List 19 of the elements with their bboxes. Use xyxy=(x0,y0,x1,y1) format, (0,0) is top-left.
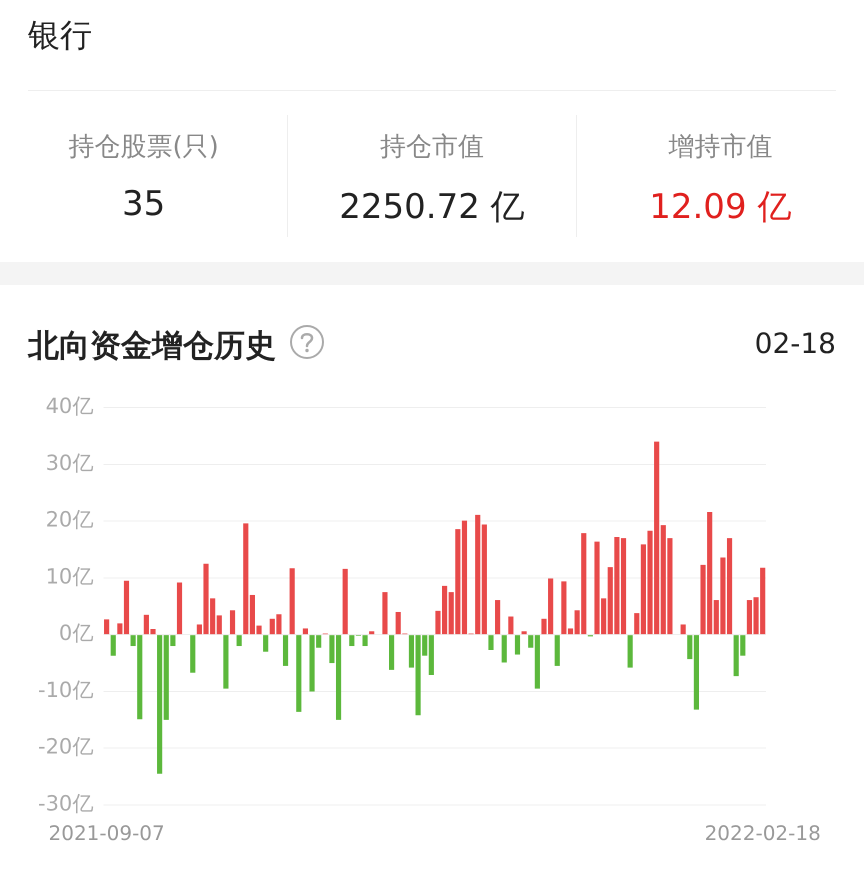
text: 银行 xyxy=(28,15,92,56)
x-tick-label: 2021-09-07 xyxy=(48,821,165,846)
y-tick-label: -10亿 xyxy=(38,678,94,702)
text: 持仓市值 xyxy=(378,131,485,164)
chart-title: 北向资金增仓历史 xyxy=(28,327,276,366)
y-tick-label: 0亿 xyxy=(58,621,94,646)
y-tick-label: 20亿 xyxy=(46,508,94,532)
text: 持仓股票(只) xyxy=(68,131,220,164)
y-tick-label: 40亿 xyxy=(46,394,94,418)
y-tick-label: -20亿 xyxy=(38,734,94,759)
y-tick-label: 10亿 xyxy=(46,564,94,588)
text: 12.09 亿 xyxy=(648,186,792,229)
y-tick-label: -30亿 xyxy=(38,791,94,816)
text: 02-18 xyxy=(754,327,836,360)
text: 增持市值 xyxy=(667,131,774,164)
text: 2250.72 亿 xyxy=(338,186,526,229)
x-tick-label: 2022-02-18 xyxy=(704,821,821,846)
y-tick-label: 30亿 xyxy=(46,450,94,475)
text: 35 xyxy=(121,184,166,224)
